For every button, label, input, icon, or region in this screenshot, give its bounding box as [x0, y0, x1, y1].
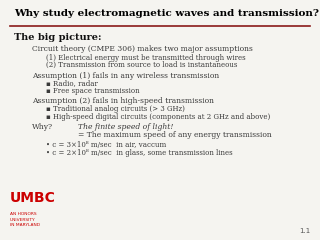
Text: (1) Electrical energy must be transmitted through wires: (1) Electrical energy must be transmitte…	[46, 54, 246, 62]
Text: AN HONORS
UNIVERSITY
IN MARYLAND: AN HONORS UNIVERSITY IN MARYLAND	[10, 212, 40, 227]
Text: ▪ Radio, radar: ▪ Radio, radar	[46, 79, 98, 88]
Text: Why study electromagnetic waves and transmission?: Why study electromagnetic waves and tran…	[14, 9, 319, 18]
Text: (2) Transmission from source to load is instantaneous: (2) Transmission from source to load is …	[46, 61, 238, 69]
Text: ▪ Traditional analog circuits (> 3 GHz): ▪ Traditional analog circuits (> 3 GHz)	[46, 105, 185, 113]
Text: ▪ High-speed digital circuits (components at 2 GHz and above): ▪ High-speed digital circuits (component…	[46, 113, 271, 121]
Text: = The maximum speed of any energy transmission: = The maximum speed of any energy transm…	[78, 131, 272, 139]
Text: • c = 2×10⁸ m/sec  in glass, some transmission lines: • c = 2×10⁸ m/sec in glass, some transmi…	[46, 149, 233, 157]
Text: Why?: Why?	[32, 123, 53, 131]
Text: ▪ Free space transmission: ▪ Free space transmission	[46, 87, 140, 95]
Text: Assumption (1) fails in any wireless transmission: Assumption (1) fails in any wireless tra…	[32, 72, 219, 80]
Text: Assumption (2) fails in high-speed transmission: Assumption (2) fails in high-speed trans…	[32, 97, 214, 105]
Text: UMBC: UMBC	[10, 191, 55, 205]
Text: The big picture:: The big picture:	[14, 33, 102, 42]
FancyBboxPatch shape	[0, 0, 320, 25]
Text: Circuit theory (CMPE 306) makes two major assumptions: Circuit theory (CMPE 306) makes two majo…	[32, 45, 253, 53]
Text: 1.1: 1.1	[299, 228, 310, 234]
Text: The finite speed of light!: The finite speed of light!	[78, 123, 174, 131]
Text: • c = 3×10⁸ m/sec  in air, vaccum: • c = 3×10⁸ m/sec in air, vaccum	[46, 141, 167, 149]
